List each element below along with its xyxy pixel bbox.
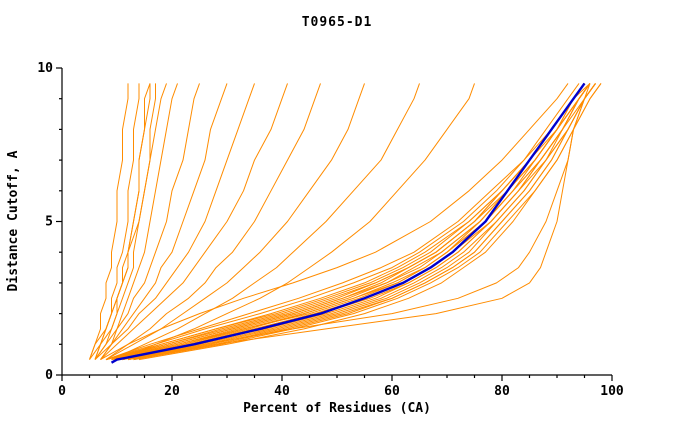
model-curve (122, 83, 596, 361)
x-tick-label: 100 (600, 384, 624, 399)
model-curve (94, 83, 255, 360)
plot-area: 0 20 40 60 80 100 0 5 10 (37, 61, 624, 399)
model-curve (116, 83, 591, 361)
model-curve (111, 83, 591, 361)
model-curve (111, 83, 420, 361)
model-curve (89, 83, 129, 360)
y-tick-label: 10 (37, 61, 53, 76)
model-curve (105, 83, 365, 361)
model-curve (138, 83, 602, 361)
model-curve (94, 83, 151, 360)
model-curve (122, 83, 596, 361)
x-tick-label: 60 (384, 384, 400, 399)
model-curve (100, 83, 228, 360)
x-tick-label: 40 (274, 384, 290, 399)
model-curve (89, 83, 151, 360)
model-curve (133, 83, 596, 361)
model-curve (122, 83, 591, 361)
y-axis-label: Distance Cutoff, A (6, 150, 21, 291)
model-curve (122, 83, 596, 361)
model-curve (100, 83, 288, 360)
model-curve (94, 83, 200, 360)
model-curve (133, 83, 602, 361)
model-curve (116, 83, 475, 361)
model-curve (105, 83, 321, 361)
y-tick-label: 0 (45, 368, 53, 383)
x-tick-label: 20 (164, 384, 180, 399)
model-curve (127, 83, 596, 361)
y-tick-label: 5 (45, 215, 53, 230)
model-curve (100, 83, 178, 360)
model-curve (100, 83, 569, 361)
chart-title: T0965-D1 (302, 15, 373, 30)
x-tick-label: 0 (58, 384, 66, 399)
x-tick-label: 80 (494, 384, 510, 399)
model-curve (105, 83, 580, 361)
reference-curve (110, 82, 586, 364)
x-axis-label: Percent of Residues (CA) (243, 401, 431, 416)
